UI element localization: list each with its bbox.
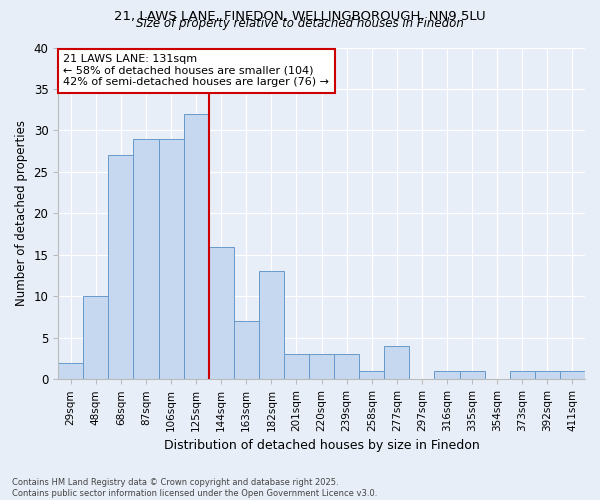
Bar (158, 139, 184, 380)
Bar (309, 354, 334, 380)
Bar (334, 354, 359, 380)
Bar (234, 322, 259, 380)
Bar (284, 354, 309, 380)
Bar (259, 272, 284, 380)
Y-axis label: Number of detached properties: Number of detached properties (15, 120, 28, 306)
Bar (434, 371, 460, 380)
Bar (83, 296, 109, 380)
Bar (184, 114, 209, 380)
Text: Size of property relative to detached houses in Finedon: Size of property relative to detached ho… (136, 18, 464, 30)
Bar (109, 156, 133, 380)
Bar (133, 139, 158, 380)
Bar (384, 346, 409, 380)
Bar (209, 246, 234, 380)
Bar (535, 371, 560, 380)
Bar (510, 371, 535, 380)
Text: 21, LAWS LANE, FINEDON, WELLINGBOROUGH, NN9 5LU: 21, LAWS LANE, FINEDON, WELLINGBOROUGH, … (114, 10, 486, 23)
Bar (560, 371, 585, 380)
Text: Contains HM Land Registry data © Crown copyright and database right 2025.
Contai: Contains HM Land Registry data © Crown c… (12, 478, 377, 498)
Text: 21 LAWS LANE: 131sqm
← 58% of detached houses are smaller (104)
42% of semi-deta: 21 LAWS LANE: 131sqm ← 58% of detached h… (64, 54, 329, 88)
Bar (58, 362, 83, 380)
X-axis label: Distribution of detached houses by size in Finedon: Distribution of detached houses by size … (164, 440, 479, 452)
Bar (460, 371, 485, 380)
Bar (359, 371, 384, 380)
